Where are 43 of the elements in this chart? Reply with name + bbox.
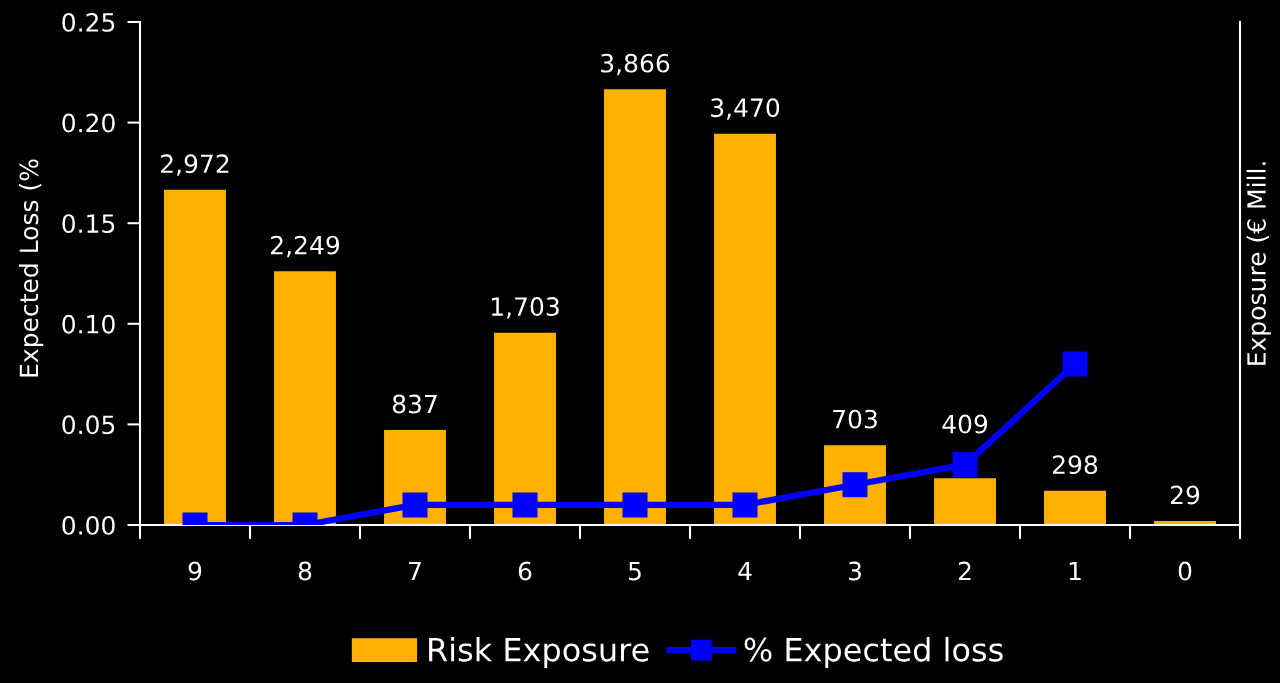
y-tick-label: 0.00: [62, 515, 115, 535]
y-tick-label: 0.05: [62, 415, 115, 435]
legend-label: Risk Exposure: [429, 636, 649, 668]
x-tick-label: 4: [738, 561, 752, 581]
point: [1062, 351, 1088, 377]
data-label: 409: [942, 414, 988, 434]
bar: [274, 271, 336, 525]
data-label: 29: [1170, 485, 1200, 505]
bar: [494, 332, 556, 525]
x-tick-label: 8: [298, 561, 312, 581]
point: [402, 492, 428, 518]
y-tick-label: 0.10: [62, 314, 115, 334]
bar: [714, 133, 776, 525]
x-tick-label: 6: [518, 561, 532, 581]
bar: [164, 189, 226, 525]
y-tick-label: 0.25: [62, 12, 115, 32]
data-label: 2,249: [271, 235, 340, 258]
x-tick-label: 5: [628, 561, 641, 581]
bar: [934, 478, 996, 525]
legend-label: % Expected loss: [744, 636, 1003, 668]
x-tick-label: 9: [188, 561, 202, 581]
point: [732, 492, 758, 518]
data-label: 298: [1052, 455, 1098, 475]
y-tick-label: 0.15: [62, 214, 115, 234]
y-tick-label: 0.20: [62, 113, 115, 133]
x-tick-label: 3: [848, 561, 861, 581]
x-tick-label: 1: [1069, 561, 1081, 581]
x-tick-label: 2: [958, 561, 971, 581]
x-tick-label: 7: [409, 561, 421, 581]
data-label: 1,703: [491, 297, 559, 319]
point: [512, 492, 538, 518]
data-label: 3,470: [711, 98, 780, 120]
data-label: 2,972: [161, 154, 229, 176]
bar: [604, 89, 666, 525]
bar: [1044, 490, 1106, 525]
data-label: 3,866: [601, 53, 670, 76]
x-tick-label: 0: [1178, 561, 1192, 581]
y-axis-title: Expected Loss (%: [19, 159, 44, 377]
point: [622, 492, 648, 518]
data-label: 703: [833, 409, 877, 429]
point: [952, 452, 978, 478]
y2-axis-title: Exposure (€ Mill.: [1246, 162, 1271, 365]
data-label: 837: [392, 394, 437, 414]
